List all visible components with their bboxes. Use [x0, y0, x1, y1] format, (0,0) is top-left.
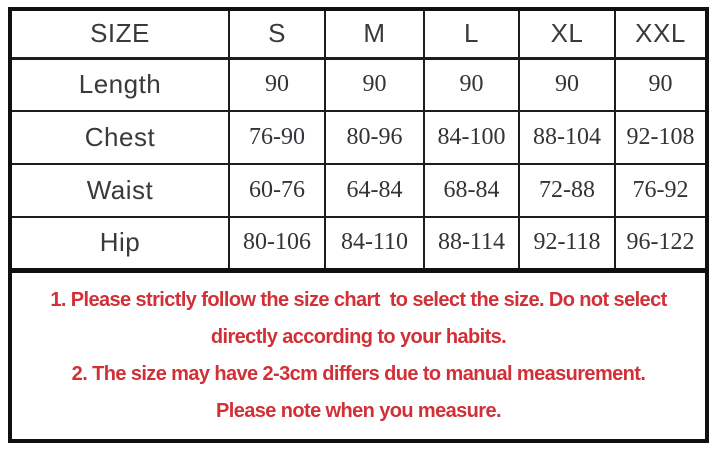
header-cell-m: M [324, 8, 425, 60]
table-header-row: SIZE S M L XL XXL [9, 8, 708, 60]
row-label-cell: Hip [9, 216, 230, 271]
value-cell: 68-84 [423, 163, 520, 218]
value-cell: 90 [228, 57, 326, 112]
value-cell: 84-110 [324, 216, 425, 271]
value-cell: 92-108 [614, 110, 708, 165]
value-cell: 64-84 [324, 163, 425, 218]
value-cell: 90 [324, 57, 425, 112]
value-cell: 80-106 [228, 216, 326, 271]
value-cell: 80-96 [324, 110, 425, 165]
table-notes-row: 1. Please strictly follow the size chart… [9, 267, 708, 442]
table-row-hip: Hip 80-106 84-110 88-114 92-118 96-122 [9, 216, 708, 271]
value-cell: 90 [518, 57, 616, 112]
header-cell-s: S [228, 8, 326, 60]
row-label-cell: Length [9, 57, 230, 112]
note-line-2: directly according to your habits. [210, 325, 507, 348]
note-line-3: 2. The size may have 2-3cm differs due t… [71, 362, 646, 385]
value-cell: 90 [423, 57, 520, 112]
size-chart-table: SIZE S M L XL XXL Length 90 90 90 90 90 … [8, 7, 709, 443]
table-row-waist: Waist 60-76 64-84 68-84 72-88 76-92 [9, 163, 708, 218]
row-label-cell: Chest [9, 110, 230, 165]
value-cell: 90 [614, 57, 708, 112]
value-cell: 88-104 [518, 110, 616, 165]
note-line-1: 1. Please strictly follow the size chart… [50, 288, 667, 311]
note-line-4: Please note when you measure. [216, 399, 502, 422]
notes-section: 1. Please strictly follow the size chart… [9, 267, 708, 442]
value-cell: 88-114 [423, 216, 520, 271]
table-row-length: Length 90 90 90 90 90 [9, 57, 708, 112]
value-cell: 72-88 [518, 163, 616, 218]
value-cell: 84-100 [423, 110, 520, 165]
value-cell: 96-122 [614, 216, 708, 271]
table-row-chest: Chest 76-90 80-96 84-100 88-104 92-108 [9, 110, 708, 165]
row-label-cell: Waist [9, 163, 230, 218]
header-cell-xxl: XXL [614, 8, 708, 60]
header-cell-l: L [423, 8, 520, 60]
value-cell: 76-90 [228, 110, 326, 165]
value-cell: 76-92 [614, 163, 708, 218]
value-cell: 92-118 [518, 216, 616, 271]
header-cell-xl: XL [518, 8, 616, 60]
header-cell-size: SIZE [9, 8, 230, 60]
value-cell: 60-76 [228, 163, 326, 218]
